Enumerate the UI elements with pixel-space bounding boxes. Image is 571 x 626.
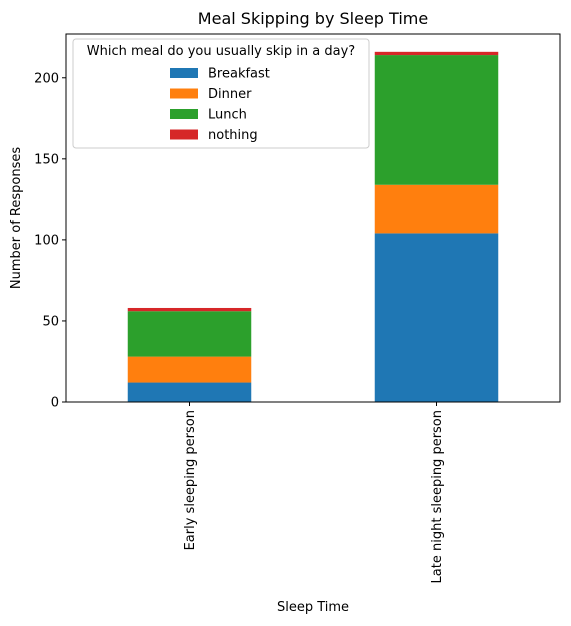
legend-label: Breakfast: [208, 67, 270, 82]
bar-segment-dinner-2: [374, 184, 499, 234]
x-axis-label: Sleep Time: [277, 600, 349, 615]
bar-segment-lunch-2: [374, 55, 499, 185]
legend-swatch-nothing: [170, 129, 198, 140]
legend-swatch-dinner: [170, 88, 198, 99]
y-tick-label: 0: [51, 396, 59, 411]
x-axis-ticks: Early sleeping person Late night sleeping…: [183, 402, 445, 583]
x-tick-label: Early sleeping person: [183, 410, 198, 550]
bar-segment-nothing-2: [374, 51, 499, 56]
legend-box: [72, 38, 370, 149]
y-tick-label: 200: [34, 71, 59, 86]
y-tick-label: 50: [42, 314, 59, 329]
legend-swatch-lunch: [170, 109, 198, 119]
y-tick-label: 100: [34, 233, 59, 248]
legend-entries: Breakfast Dinner Lunch nothing: [170, 67, 270, 143]
bar-segment-lunch-1: [127, 311, 252, 357]
legend-label: Lunch: [208, 108, 247, 123]
chart-title: Meal Skipping by Sleep Time: [198, 9, 428, 28]
y-axis-label: Number of Responses: [9, 147, 24, 289]
x-tick-label: Late night sleeping person: [430, 410, 445, 583]
legend-label: Dinner: [208, 87, 252, 102]
bar-segment-dinner-1: [127, 356, 252, 383]
bars-group: [127, 51, 499, 402]
legend-title: Which meal do you usually skip in a day?: [87, 44, 355, 59]
bar-segment-breakfast-2: [374, 233, 499, 402]
legend-label: nothing: [208, 128, 258, 143]
y-axis-ticks: 0 50 100 150 200: [34, 71, 66, 411]
y-tick-label: 150: [34, 152, 59, 167]
plot-frame: [65, 33, 561, 403]
legend-swatch-breakfast: [170, 68, 198, 78]
bar-segment-nothing-1: [127, 307, 252, 312]
legend: Which meal do you usually skip in a day?…: [72, 38, 370, 149]
bar-segment-breakfast-1: [127, 382, 252, 402]
